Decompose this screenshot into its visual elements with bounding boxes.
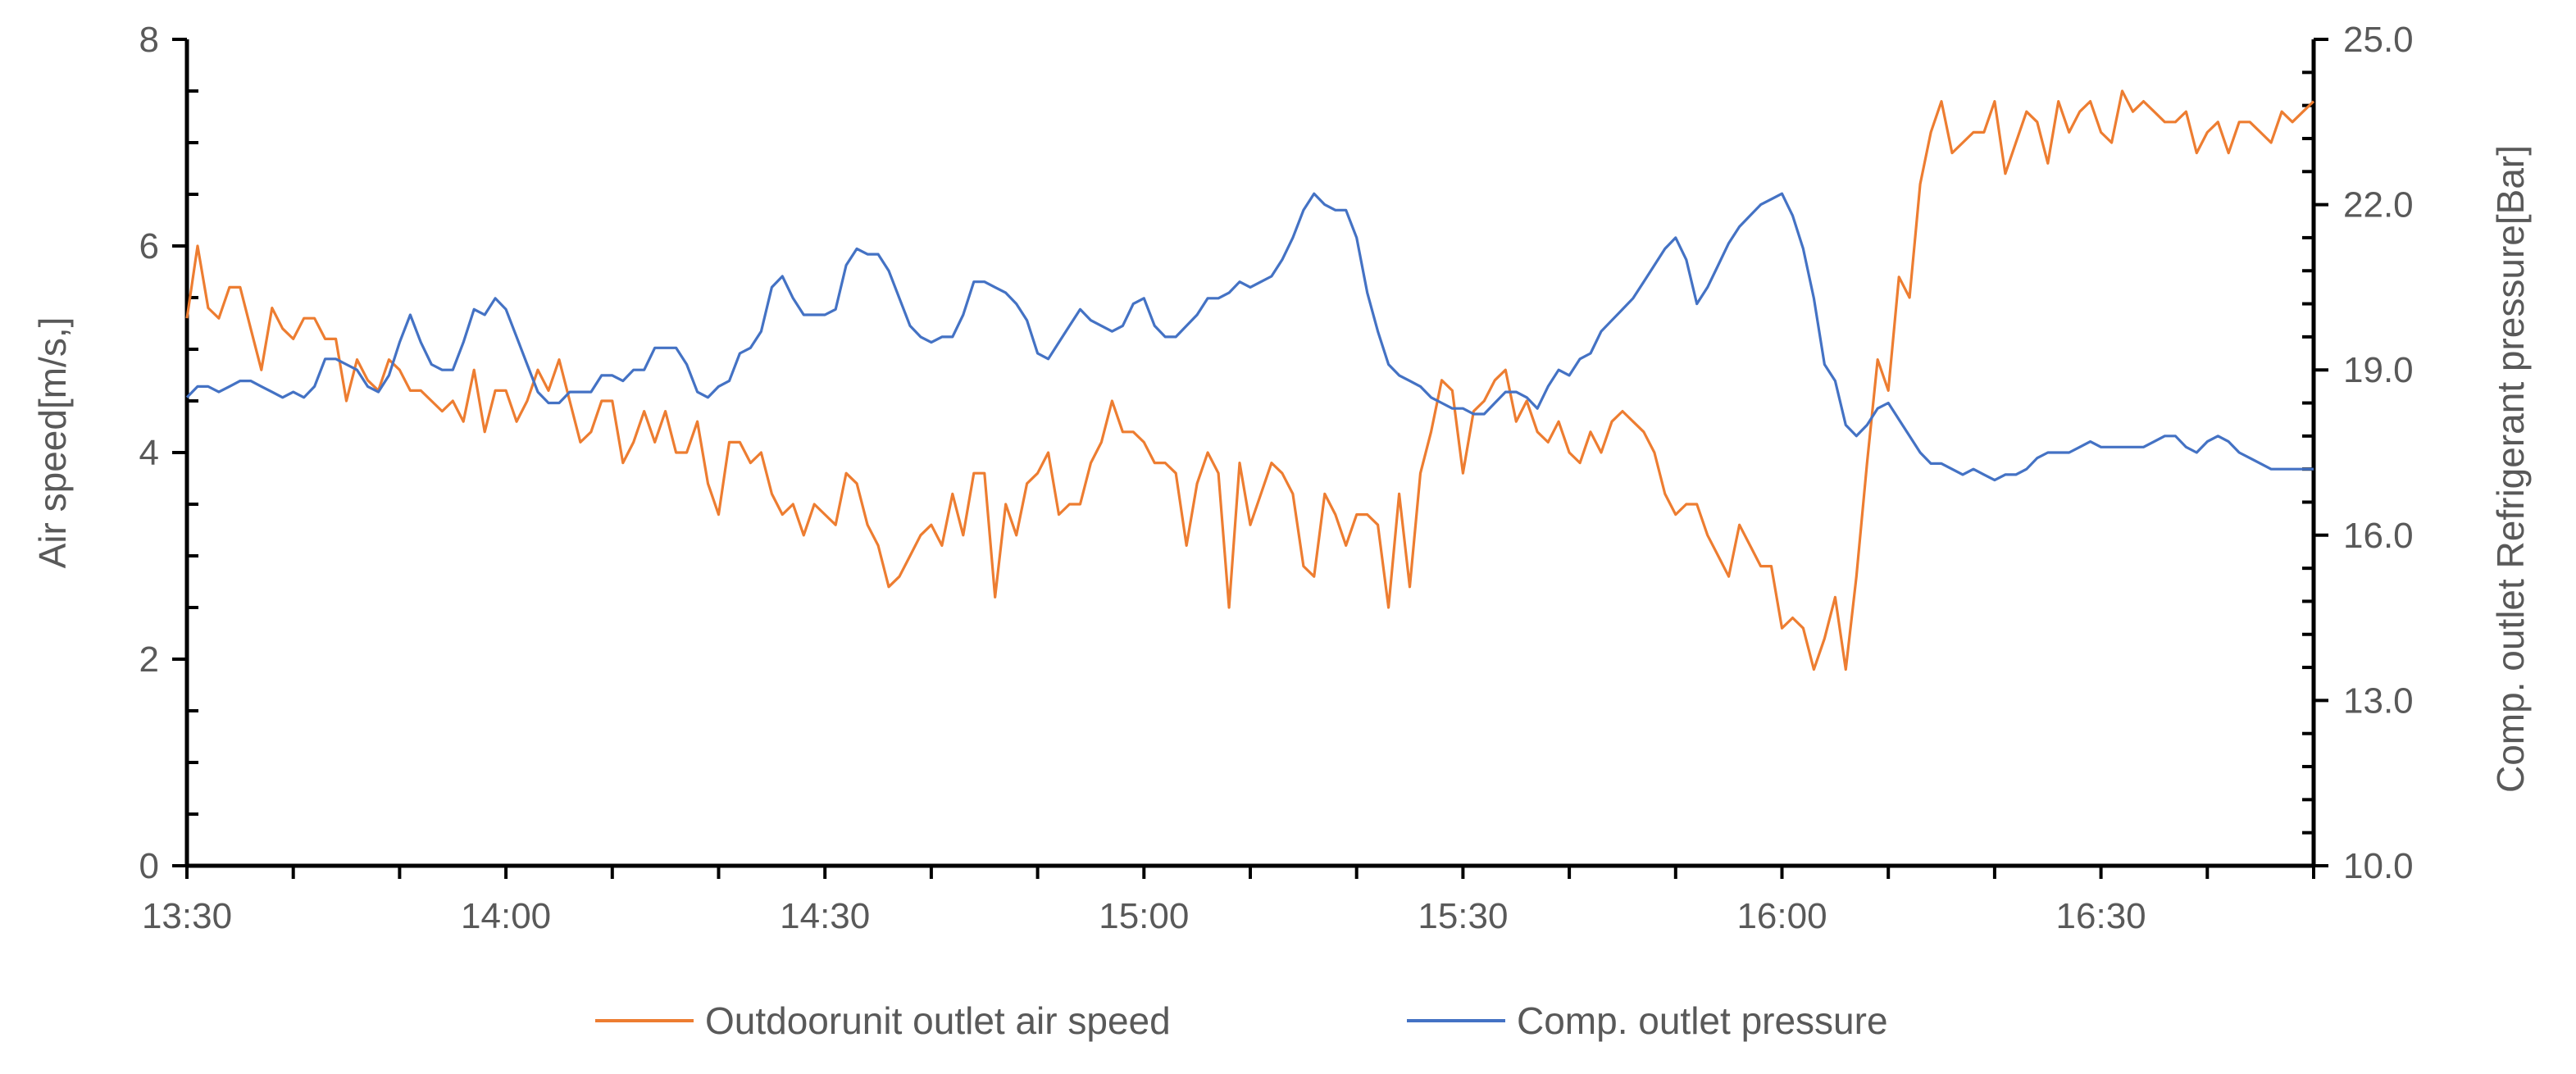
y-left-tick-label: 6: [139, 226, 159, 266]
y-right-tick-label: 19.0: [2343, 350, 2414, 390]
series-line-pressure: [185, 192, 2314, 482]
x-tick-label: 13:30: [142, 896, 232, 936]
legend-label-pressure: Comp. outlet pressure: [1517, 999, 1888, 1042]
tick-labels: 0 2 4 6 8 10.0 13.0 16.0 19.0 22.0 25.0 13:30 14:00 1…: [139, 20, 2414, 936]
y-right-tick-label: 16.0: [2343, 516, 2414, 556]
legend: Outdoorunit outlet air speed Comp. outle…: [595, 999, 1888, 1042]
x-tick-label: 14:30: [780, 896, 870, 936]
x-tick-label: 16:00: [1736, 896, 1827, 936]
legend-label-air-speed: Outdoorunit outlet air speed: [705, 999, 1171, 1042]
x-tick-label: 15:30: [1418, 896, 1508, 936]
series-line-air-speed: [185, 89, 2315, 671]
series-lines: [185, 89, 2315, 671]
x-tick-label: 16:30: [2056, 896, 2146, 936]
x-tick-label: 15:00: [1099, 896, 1189, 936]
y-axis-title-right: Comp. outlet Refrigerant pressure[Bar]: [2489, 145, 2532, 793]
axes: [172, 38, 2328, 879]
y-axis-title-left: Air speed[m/s,]: [31, 317, 74, 569]
y-left-tick-label: 8: [139, 20, 159, 60]
x-tick-label: 14:00: [461, 896, 551, 936]
y-left-tick-label: 2: [139, 639, 159, 680]
y-left-tick-label: 0: [139, 846, 159, 886]
y-right-tick-label: 25.0: [2343, 20, 2414, 60]
y-right-tick-label: 13.0: [2343, 680, 2414, 721]
y-right-tick-label: 10.0: [2343, 846, 2414, 886]
y-right-tick-label: 22.0: [2343, 185, 2414, 225]
y-left-tick-label: 4: [139, 433, 159, 473]
